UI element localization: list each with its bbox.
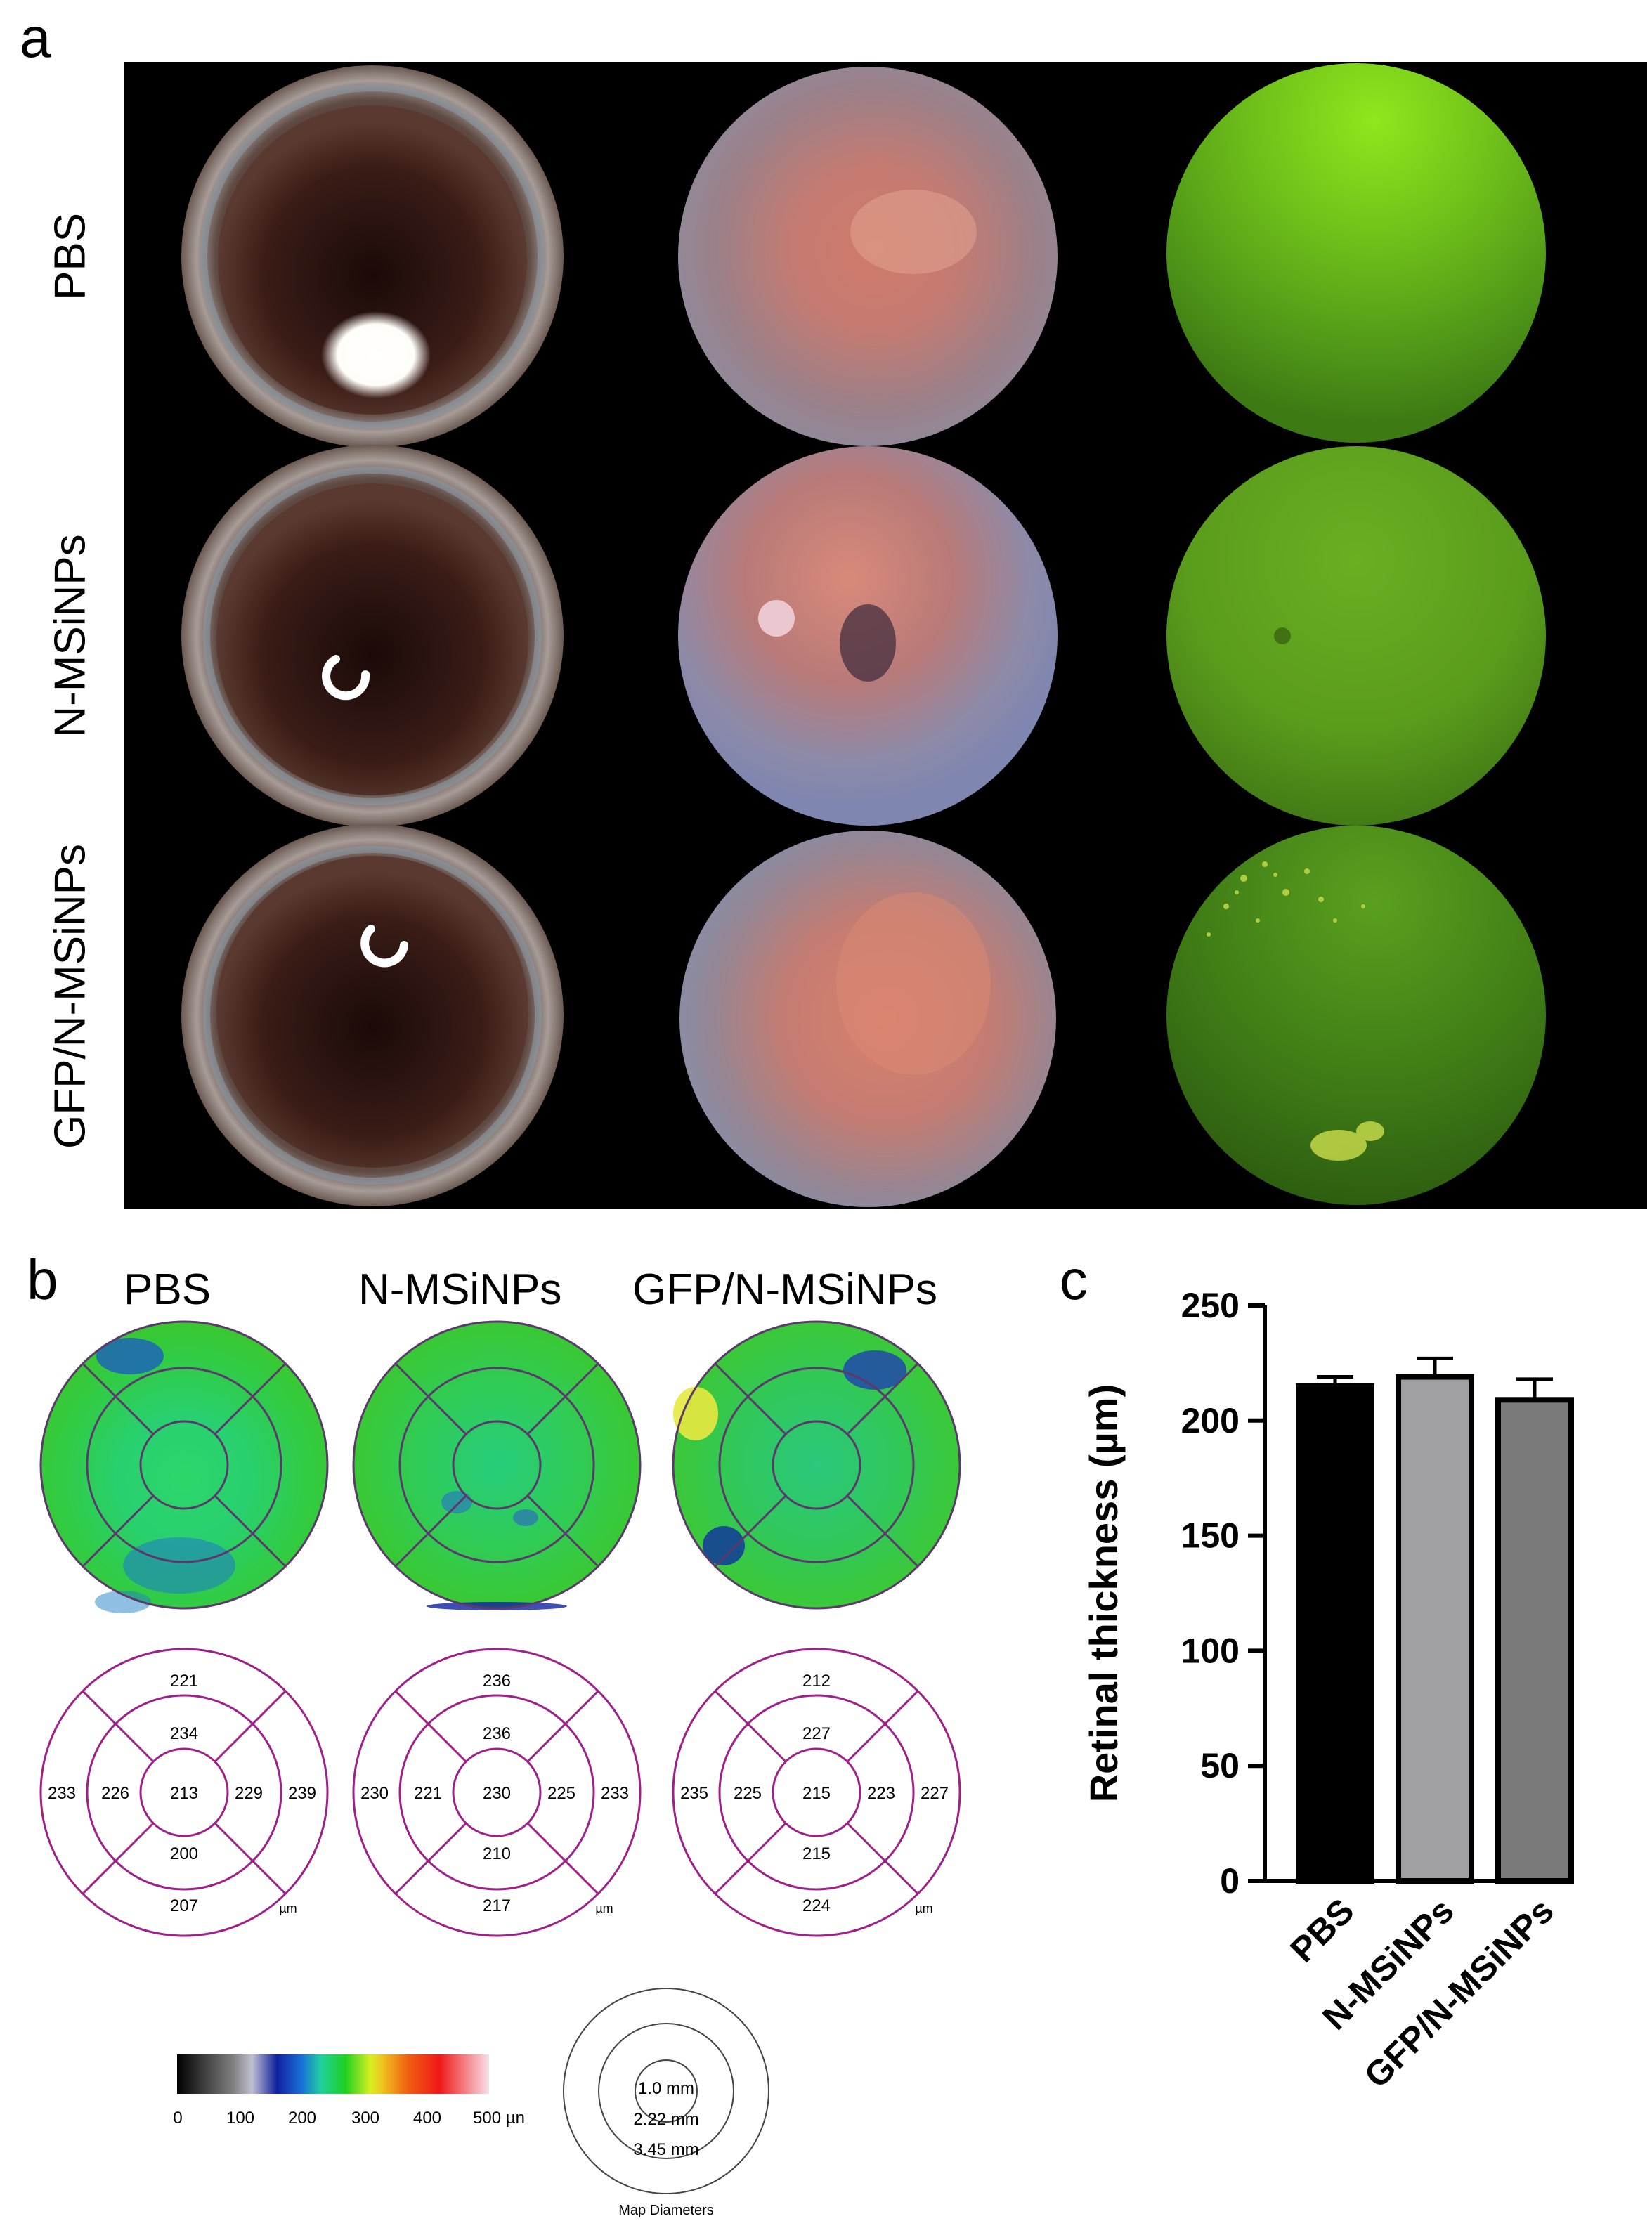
map2-outer-left: 230 [360, 1784, 389, 1803]
ring-label-345mm: 3.45 mm [633, 2140, 698, 2159]
column-label-pbs: PBS [124, 1265, 212, 1314]
y-tick-label-0: 0 [1220, 1861, 1240, 1901]
map3-outer-bottom: 224 [802, 1896, 831, 1915]
color-map-grid-lines [39, 1320, 961, 1610]
map1-inner-top: 234 [170, 1724, 198, 1743]
map3-outer-right: 227 [921, 1784, 949, 1803]
map1-outer-top: 221 [170, 1672, 198, 1691]
panel-a-letter: a [20, 6, 51, 69]
map3-inner-bottom: 215 [802, 1844, 831, 1863]
panel-b-letter: b [27, 1249, 58, 1311]
map1-inner-bottom: 200 [170, 1844, 198, 1863]
panel-a-figure [124, 62, 1647, 1209]
map-diameters-caption: Map Diameters [618, 2203, 714, 2218]
row-label-gfp-nmsinps: GFP/N-MSiNPs [46, 844, 95, 1149]
ring-label-1mm: 1.0 mm [638, 2079, 694, 2098]
y-axis-label: Retinal thickness (µm) [1081, 1384, 1126, 1803]
bar-2 [1495, 1397, 1574, 1884]
numeric-map-grid-lines [39, 1648, 961, 1937]
x-tick-label-0: PBS [1282, 1891, 1361, 1969]
map2-outer-right: 233 [601, 1784, 629, 1803]
map1-inner-left: 226 [101, 1784, 129, 1803]
panel-c-letter: c [1060, 1249, 1088, 1311]
row-nmsinps-images [181, 445, 1546, 827]
colorbar-tick-500: 500 µn [473, 2109, 525, 2128]
map2-unit: µm [595, 1901, 613, 1915]
panel-b: b PBS N-MSiNPs GFP/N-MSiNPs [0, 1249, 1040, 2221]
map1-inner-right: 229 [235, 1784, 263, 1803]
map1-center: 213 [170, 1784, 198, 1803]
color-scale-bar [177, 2054, 489, 2094]
column-label-gfp-nmsinps: GFP/N-MSiNPs [632, 1265, 937, 1314]
colorbar-tick-200: 200 [288, 2109, 316, 2128]
map3-inner-right: 223 [867, 1784, 895, 1803]
map-diameters-labels: 1.0 mm 2.22 mm 3.45 mm Map Diameters [618, 2079, 714, 2218]
map2-outer-bottom: 217 [483, 1896, 511, 1915]
nmsinps-fluorescence [1166, 446, 1546, 826]
row-label-pbs: PBS [46, 212, 95, 301]
bar-0 [1296, 1383, 1374, 1884]
map2-outer-top: 236 [483, 1672, 511, 1691]
map2-inner-bottom: 210 [483, 1844, 511, 1863]
colorbar-tick-0: 0 [173, 2109, 182, 2128]
map2-inner-left: 221 [414, 1784, 442, 1803]
map2-inner-right: 225 [547, 1784, 575, 1803]
row-gfp-nmsinps-images [181, 824, 1546, 1207]
bar-1 [1396, 1374, 1474, 1884]
bar-chart: 0 50 100 150 200 250 Retinal thickness (µm) PBS… [1081, 1286, 1574, 2095]
map3-center: 215 [802, 1784, 831, 1803]
map3-inner-top: 227 [802, 1724, 831, 1743]
y-tick-label-150: 150 [1181, 1516, 1240, 1556]
row-label-nmsinps: N-MSiNPs [46, 534, 95, 738]
ring-label-222mm: 2.22 mm [633, 2110, 698, 2129]
map3-unit: µm [915, 1901, 932, 1915]
map3-inner-left: 225 [734, 1784, 762, 1803]
map1-outer-bottom: 207 [170, 1896, 198, 1915]
y-tick-label-200: 200 [1181, 1401, 1240, 1440]
panel-a: a [20, 6, 1647, 1209]
panel-c: c 0 50 100 150 200 250 Retinal thickness (µm) P… [1040, 1249, 1652, 2221]
y-tick-label-100: 100 [1181, 1631, 1240, 1670]
thickness-maps: 221 234 233 226 213 229 239 200 207 µm 2… [39, 1320, 961, 2218]
y-tick-label-50: 50 [1200, 1746, 1240, 1785]
x-tick-label-2: GFP/N-MSiNPs [1357, 1891, 1561, 2095]
map2-center: 230 [483, 1784, 511, 1803]
map1-unit: µm [279, 1901, 297, 1915]
map1-outer-right: 239 [288, 1784, 316, 1803]
colorbar-tick-100: 100 [226, 2109, 254, 2128]
y-tick-label-250: 250 [1181, 1286, 1240, 1325]
map1-outer-left: 233 [48, 1784, 76, 1803]
map3-outer-left: 235 [680, 1784, 708, 1803]
row-pbs-images [181, 63, 1546, 448]
gfp-nmsinps-fluorescence [1166, 826, 1546, 1205]
map2-inner-top: 236 [483, 1724, 511, 1743]
pbs-fluorescence [1166, 63, 1546, 443]
column-label-nmsinps: N-MSiNPs [358, 1265, 562, 1314]
colorbar-tick-300: 300 [351, 2109, 379, 2128]
map3-outer-top: 212 [802, 1672, 831, 1691]
colorbar-tick-400: 400 [413, 2109, 441, 2128]
numeric-map-values: 221 234 233 226 213 229 239 200 207 µm 2… [48, 1672, 949, 1915]
map-diameters-diagram [563, 1988, 769, 2194]
color-scale-ticks: 0 100 200 300 400 500 µn [173, 2109, 525, 2128]
